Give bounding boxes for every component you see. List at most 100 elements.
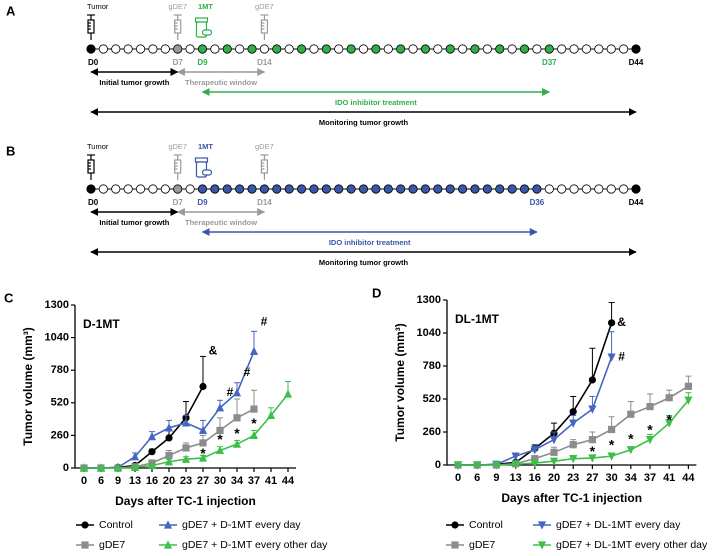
- legend-label: gDE7 + D-1MT every other day: [182, 539, 328, 551]
- annotation: &: [617, 315, 626, 329]
- day-dot: [445, 44, 455, 54]
- x-tick-label: 37: [644, 472, 656, 484]
- day-dot: [396, 44, 406, 54]
- x-tick-label: 13: [129, 475, 141, 487]
- y-tick-label: 780: [423, 360, 441, 372]
- legend-label: Control: [469, 519, 503, 531]
- data-point: [453, 461, 463, 470]
- x-tick-label: 0: [81, 475, 87, 487]
- day-dot: [408, 44, 418, 54]
- day-dot: [358, 184, 369, 194]
- data-point: [530, 446, 539, 455]
- day-dot: [383, 184, 393, 194]
- data-point: [165, 451, 173, 460]
- drug-label: 1MT: [198, 2, 213, 11]
- day-dot: [235, 184, 245, 194]
- day-dot: [296, 184, 307, 194]
- vaccine-label: gDE7: [255, 2, 274, 11]
- data-point: [492, 461, 501, 470]
- day-dot: [594, 184, 604, 194]
- syringe-icon: [173, 14, 182, 40]
- drug-icon: [194, 17, 213, 38]
- x-tick-label: 0: [455, 472, 461, 484]
- day-dot: [210, 184, 220, 194]
- error-bar: [589, 347, 596, 380]
- day-dot: [123, 184, 133, 194]
- day-dot: [148, 44, 158, 54]
- day-dot: [135, 44, 146, 54]
- drug-label: 1MT: [198, 142, 213, 151]
- data-point: [165, 434, 173, 442]
- annotation: *: [234, 425, 240, 441]
- data-point: [266, 410, 276, 419]
- panel-letter: D: [372, 285, 381, 300]
- legend-marker: [537, 541, 547, 550]
- annotation: *: [647, 421, 653, 437]
- legend-label: gDE7: [469, 539, 495, 551]
- legend-label: Control: [99, 519, 133, 531]
- day-label: D36: [530, 198, 545, 207]
- data-point: [627, 410, 635, 418]
- data-point: [549, 457, 559, 466]
- day-dot: [519, 44, 530, 54]
- day-dot: [433, 44, 443, 54]
- day-dot: [86, 184, 96, 194]
- data-point: [588, 376, 597, 384]
- data-point: [626, 446, 635, 455]
- day-dot: [247, 184, 257, 194]
- day-dot: [346, 184, 356, 194]
- day-label: D9: [197, 198, 208, 207]
- day-dot: [98, 44, 108, 54]
- data-point: [130, 462, 140, 471]
- range-label: Initial tumor growth: [99, 218, 169, 227]
- data-point: [549, 436, 559, 445]
- data-point: [608, 425, 616, 434]
- x-tick-label: 20: [548, 472, 560, 484]
- annotation: *: [628, 430, 634, 446]
- y-tick-label: 780: [51, 364, 69, 376]
- x-tick-label: 13: [509, 472, 521, 484]
- drug-pill: [201, 169, 213, 176]
- annotation: #: [261, 315, 268, 329]
- legend-marker: [537, 521, 547, 530]
- y-axis-label: Tumor volume (mm³): [393, 323, 407, 441]
- day-dot: [495, 184, 505, 194]
- day-dot: [197, 184, 208, 194]
- annotation: *: [590, 443, 596, 459]
- day-dot: [111, 44, 121, 54]
- data-point: [569, 441, 577, 449]
- data-point: [182, 444, 190, 452]
- series-line: [458, 322, 613, 466]
- data-point: [511, 460, 520, 469]
- day-label: D7: [173, 58, 184, 67]
- day-dot: [86, 44, 96, 54]
- range-label: Monitoring tumor growth: [319, 258, 409, 267]
- y-tick-label: 520: [51, 397, 69, 409]
- legend-marker: [451, 521, 459, 529]
- data-point: [130, 452, 140, 461]
- data-point: [181, 418, 191, 427]
- annotation: #: [227, 385, 234, 399]
- data-point: [199, 382, 207, 391]
- data-point: [79, 463, 89, 472]
- x-tick-label: 9: [115, 475, 121, 487]
- day-dot: [321, 44, 331, 54]
- day-dot: [631, 44, 641, 54]
- day-dot: [222, 44, 232, 54]
- data-point: [569, 455, 578, 464]
- y-tick-label: 1300: [45, 299, 69, 311]
- annotation: *: [666, 411, 672, 427]
- day-dot: [433, 184, 443, 194]
- day-dot: [507, 44, 517, 54]
- tumor-label: Tumor: [87, 2, 109, 11]
- x-tick-label: 41: [265, 475, 277, 487]
- data-point: [283, 389, 293, 398]
- annotation: *: [200, 445, 206, 461]
- legend-label: gDE7: [99, 539, 125, 551]
- x-tick-label: 44: [282, 475, 295, 487]
- day-dot: [111, 184, 121, 194]
- panel-letter: C: [4, 290, 14, 305]
- y-tick-label: 1040: [45, 332, 69, 344]
- chart-title: DL-1MT: [455, 312, 500, 326]
- error-bar: [608, 331, 615, 358]
